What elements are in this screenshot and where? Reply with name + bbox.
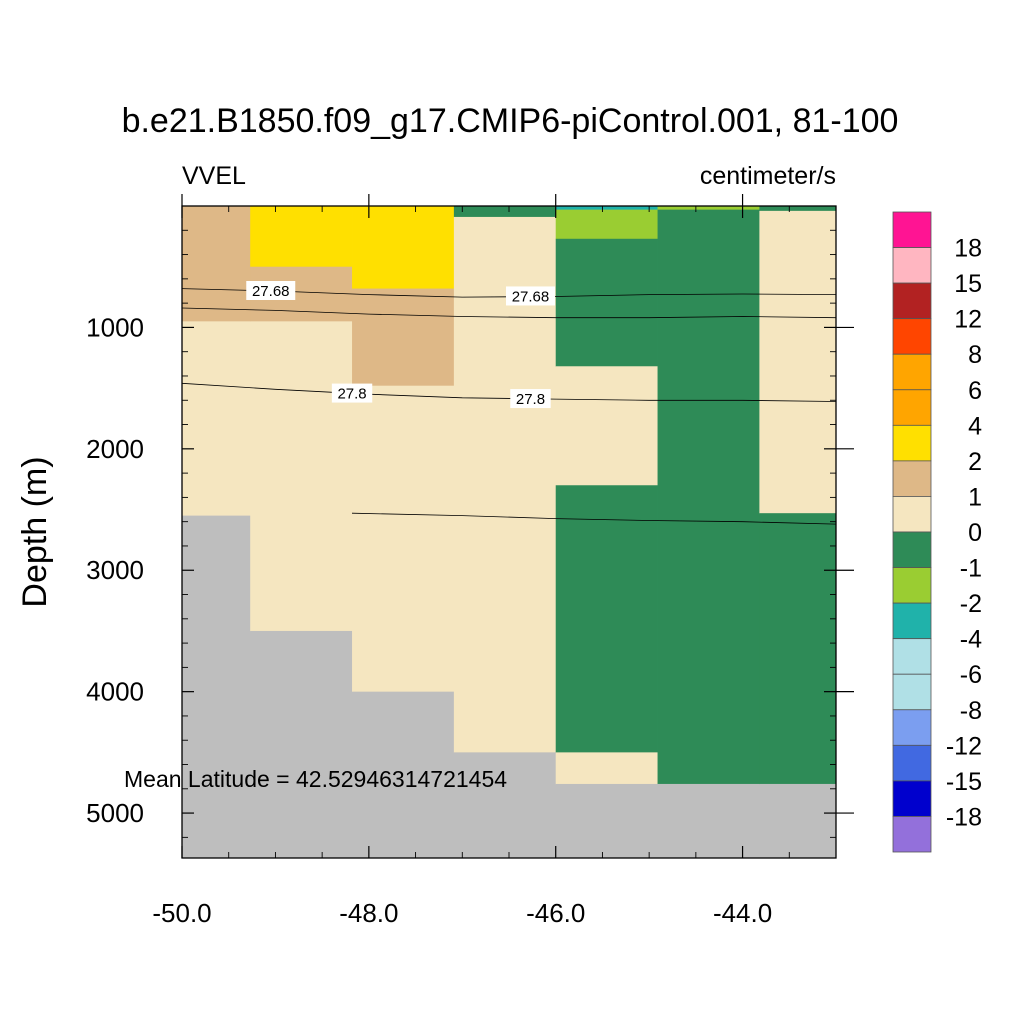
heatmap-cell-20 (555, 783, 658, 859)
colorbar-swatch-10 (892, 567, 932, 604)
contour-label-1: 27.68 (512, 288, 550, 305)
heatmap-cell-22 (657, 209, 760, 785)
colorbar: 18 15 12 8 6 4 2 1 0 -1 -2 -4 -6 -8 -12 -15 -18 (892, 211, 982, 853)
colorbar-label-8: 0 (968, 519, 982, 547)
units-label: centimeter/s (700, 162, 836, 190)
y-tick-label-4: 5000 (86, 798, 144, 828)
contour-label-2: 27.8 (337, 386, 366, 403)
heatmap-cell-25 (759, 210, 837, 514)
colorbar-swatch-2 (892, 282, 932, 320)
heatmap-cell-6 (250, 630, 353, 859)
heatmap-cell-15 (555, 209, 658, 240)
plot-area: 27.68 27.68 27.8 27.8 -50.0 -48.0 -46.0 -44.0 1… (86, 194, 854, 928)
colorbar-swatch-4 (892, 353, 932, 391)
x-tick-label-2: -46.0 (526, 898, 585, 928)
x-tick-label-0: -50.0 (152, 898, 211, 928)
colorbar-swatch-3 (892, 318, 932, 355)
colorbar-swatch-7 (892, 460, 932, 497)
heatmap-cell-27 (759, 783, 837, 859)
colorbar-swatch-17 (892, 816, 932, 853)
heatmap-cell-14 (555, 206, 658, 211)
heatmap-cell-21 (657, 206, 760, 211)
colorbar-label-7: 1 (968, 483, 982, 511)
heatmap-cell-0 (182, 206, 251, 322)
colorbar-swatch-13 (892, 673, 932, 711)
colorbar-label-6: 2 (968, 448, 982, 476)
colorbar-label-9: -1 (960, 555, 982, 583)
heatmap-cell-12 (453, 216, 557, 753)
colorbar-swatch-8 (892, 496, 932, 533)
colorbar-swatch-16 (892, 780, 932, 817)
contour-label-bg-0 (246, 280, 296, 300)
heatmap-cell-16 (555, 238, 658, 367)
contour-label-bg-3 (510, 389, 551, 409)
x-tick-label-1: -48.0 (339, 898, 398, 928)
y-tick-label-3: 4000 (86, 677, 144, 707)
colorbar-swatch-9 (892, 531, 932, 568)
colorbar-label-11: -4 (960, 626, 982, 654)
heatmap-cell-3 (250, 206, 353, 268)
contour-label-layer: 27.68 27.68 27.8 27.8 (246, 280, 555, 409)
heatmap-cell-26 (759, 513, 837, 785)
contour-label-bg-1 (505, 286, 555, 306)
colorbar-swatch-14 (892, 709, 932, 746)
y-tick-label-1: 2000 (86, 434, 144, 464)
variable-label: VVEL (182, 162, 246, 190)
contour-line-1 (181, 307, 837, 319)
colorbar-swatch-1 (892, 247, 932, 284)
heatmap-cell-1 (182, 321, 251, 517)
colorbar-swatch-5 (892, 389, 932, 426)
y-tick-label-0: 1000 (86, 312, 144, 342)
colorbar-label-15: -15 (946, 768, 982, 796)
colorbar-label-5: 4 (968, 412, 982, 440)
colorbar-swatch-0 (892, 211, 932, 248)
colorbar-label-12: -6 (960, 661, 982, 689)
colorbar-label-16: -18 (946, 803, 982, 831)
colorbar-label-0: 18 (954, 235, 982, 263)
colorbar-swatch-6 (892, 424, 932, 462)
colorbar-swatch-15 (892, 744, 932, 782)
heatmap-cell-13 (453, 752, 557, 859)
heatmap-cell-8 (352, 288, 455, 387)
contour-label-3: 27.8 (516, 391, 545, 408)
heatmap-cell-11 (453, 206, 557, 218)
colorbar-swatch-12 (892, 638, 932, 675)
mean-latitude-annotation: Mean Latitude = 42.52946314721454 (124, 766, 507, 792)
contour-label-0: 27.68 (252, 283, 290, 300)
heatmap-cell-24 (759, 206, 837, 212)
contour-line-2 (181, 382, 837, 402)
colorbar-label-14: -12 (946, 732, 982, 760)
colorbar-label-1: 15 (954, 270, 982, 298)
y-tick-label-2: 3000 (86, 555, 144, 585)
heatmap-cell-17 (555, 366, 658, 486)
x-tick-label-3: -44.0 (713, 898, 772, 928)
colorbar-label-3: 8 (968, 341, 982, 369)
heatmap-cell-5 (250, 321, 353, 632)
contour-line-3 (351, 512, 837, 525)
colorbar-label-2: 12 (954, 306, 982, 334)
heatmap-cell-23 (657, 783, 760, 859)
heatmap-cell-19 (555, 752, 658, 785)
chart-title: b.e21.B1850.f09_g17.CMIP6-piControl.001,… (122, 102, 899, 140)
heatmap-cell-18 (555, 485, 658, 753)
heatmap-cell-7 (352, 206, 455, 289)
y-axis-label: Depth (m) (16, 456, 54, 607)
colorbar-label-13: -8 (960, 697, 982, 725)
ticks-layer: -50.0 -48.0 -46.0 -44.0 1000 2000 3000 4000 5000 (86, 194, 854, 928)
colorbar-swatch-11 (892, 602, 932, 640)
heatmap-cell-2 (182, 515, 251, 859)
colorbar-label-10: -2 (960, 590, 982, 618)
colorbar-label-4: 6 (968, 377, 982, 405)
contour-label-bg-2 (331, 383, 373, 403)
heatmap-cell-10 (352, 691, 455, 859)
heatmap-cell-9 (352, 385, 455, 693)
